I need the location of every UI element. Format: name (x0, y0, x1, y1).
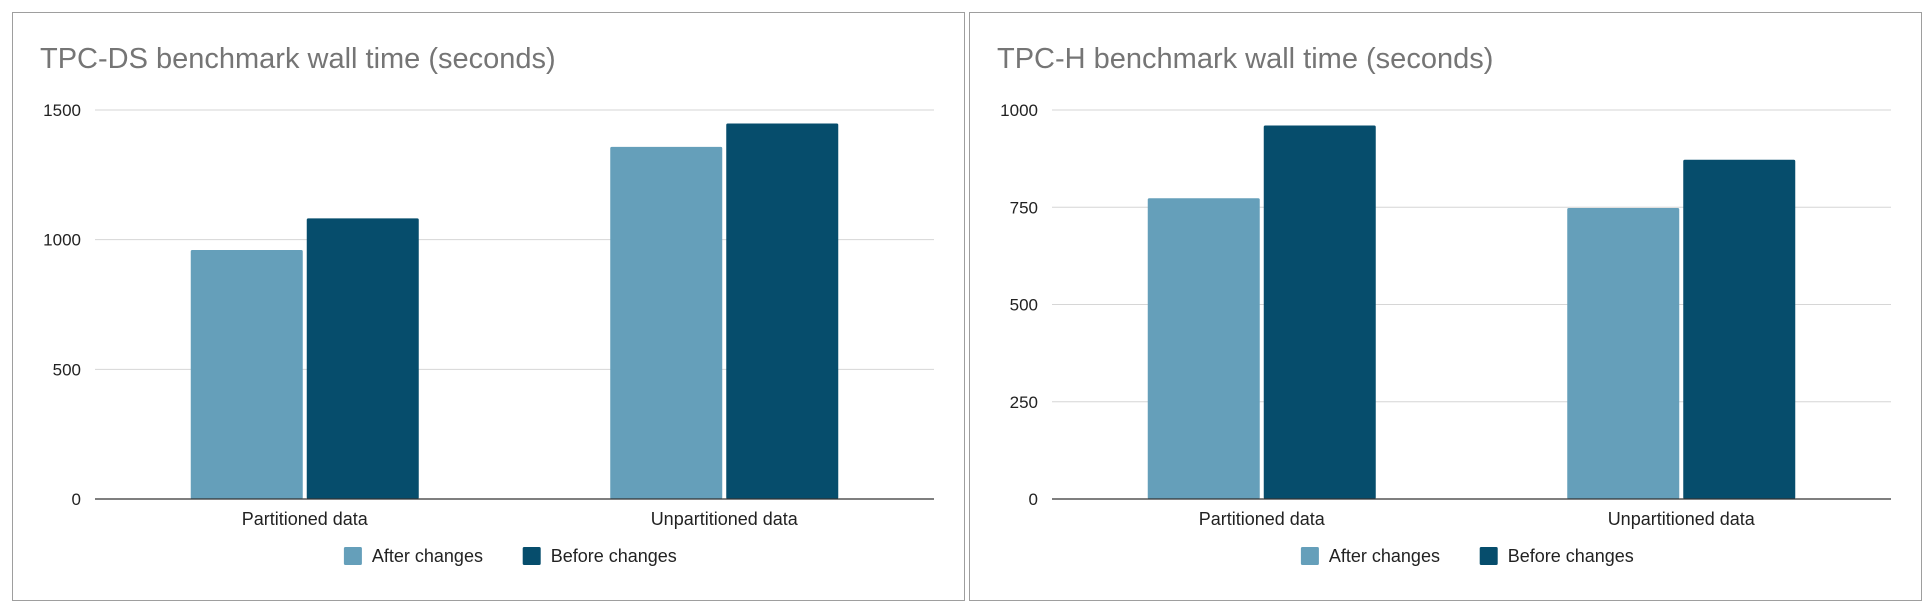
x-category-label: Unpartitioned data (651, 509, 799, 529)
bar-after-partitioned (190, 250, 303, 499)
legend-swatch (1479, 547, 1498, 565)
legend-swatch (1300, 547, 1319, 565)
y-tick-label: 1500 (43, 101, 81, 120)
legend-label: Before changes (551, 546, 677, 566)
y-tick-label: 500 (53, 360, 81, 379)
chart-plot-tpc-ds: 0 500 1000 1500 Partitioned data Unpartitione… (43, 101, 934, 566)
chart-title: TPC-H benchmark wall time (seconds) (997, 43, 1494, 75)
x-category-label: Partitioned data (1199, 509, 1326, 529)
chart-title: TPC-DS benchmark wall time (seconds) (40, 43, 556, 75)
legend-label: After changes (1329, 546, 1440, 566)
y-tick-label: 0 (72, 490, 81, 509)
chart-plot-tpc-h: 0 250 500 750 1000 Partitioned data Unpartitio… (1000, 101, 1891, 566)
legend-swatch (522, 547, 541, 565)
bar-after-partitioned (1147, 198, 1260, 500)
bar-before-partitioned (1263, 125, 1376, 499)
legend-label: After changes (372, 546, 483, 566)
bar-after-unpartitioned (610, 146, 723, 500)
x-category-label: Unpartitioned data (1608, 509, 1756, 529)
y-tick-label: 1000 (43, 231, 81, 250)
bar-before-partitioned (306, 218, 419, 499)
chart-panel-tpc-h: TPC-H benchmark wall time (seconds) 0 250… (969, 12, 1922, 601)
bar-after-unpartitioned (1567, 208, 1680, 499)
y-tick-label: 1000 (1000, 101, 1038, 120)
y-tick-label: 500 (1010, 296, 1038, 315)
y-tick-label: 0 (1029, 490, 1038, 509)
legend-swatch (343, 547, 362, 565)
legend-label: Before changes (1508, 546, 1634, 566)
chart-panel-tpc-ds: TPC-DS benchmark wall time (seconds) 0 50… (12, 12, 965, 601)
x-category-label: Partitioned data (242, 509, 369, 529)
bar-before-unpartitioned (726, 123, 839, 499)
bar-before-unpartitioned (1683, 159, 1796, 500)
y-tick-label: 250 (1010, 393, 1038, 412)
y-tick-label: 750 (1010, 198, 1038, 217)
